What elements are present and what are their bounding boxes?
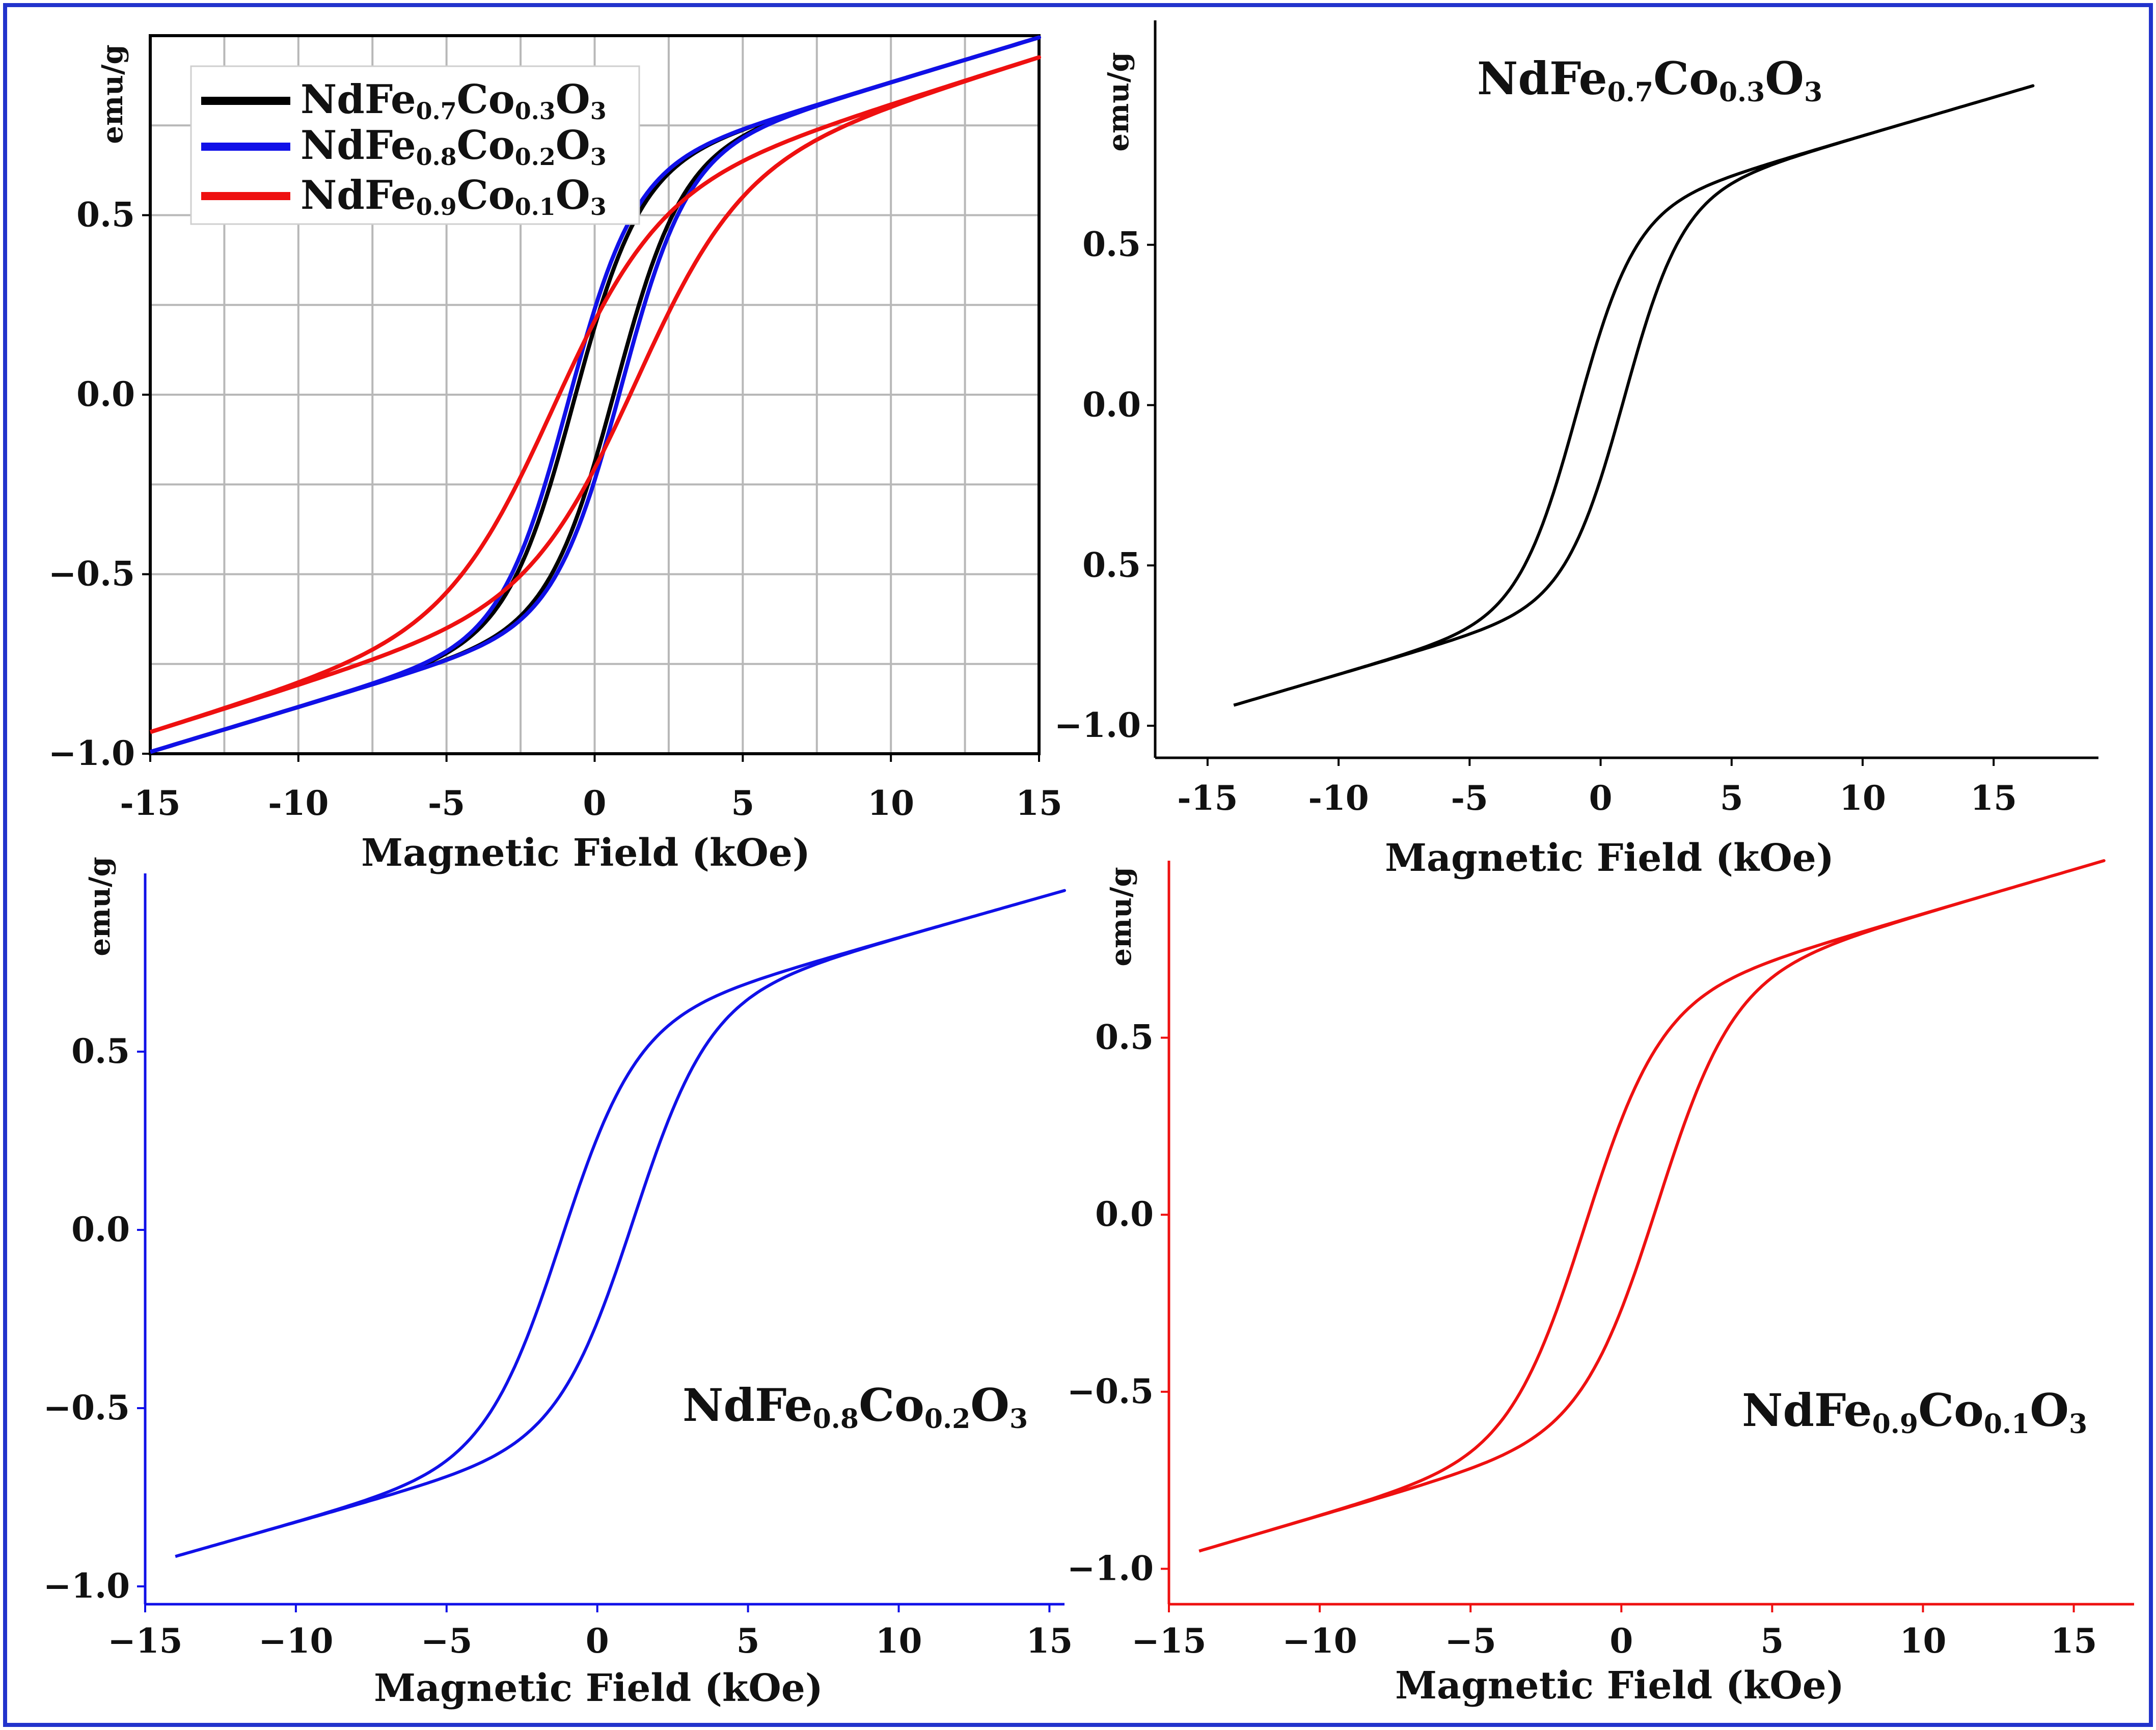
- x-tick-label: 10: [867, 783, 914, 823]
- x-tick-label: 15: [1970, 778, 2017, 818]
- hysteresis-loop-NdFe0.7Co0.3O3: [1233, 84, 2035, 707]
- co01-curves: [1198, 859, 2106, 1553]
- x-tick-label: 5: [736, 1621, 760, 1661]
- x-tick-label: −15: [107, 1621, 182, 1661]
- y-tick-label: 0.0: [1095, 1194, 1154, 1234]
- co01-x-title: Magnetic Field (kOe): [1395, 1664, 1844, 1708]
- co03-x-title: Magnetic Field (kOe): [1385, 836, 1834, 880]
- x-tick-label: 15: [1026, 1621, 1073, 1661]
- x-tick-label: 5: [1720, 778, 1743, 818]
- x-tick-label: -15: [1177, 778, 1238, 818]
- y-tick-label: 0.5: [71, 1031, 130, 1071]
- x-tick-label: -5: [428, 783, 465, 823]
- co01-annotation: NdFe0.9Co0.1O3: [1742, 1384, 2087, 1440]
- y-tick-label: 0.5: [76, 195, 135, 235]
- x-tick-label: 10: [1839, 778, 1886, 818]
- y-tick-label: 0.0: [1082, 385, 1141, 424]
- hysteresis-loop-NdFe0.8Co0.2O3: [149, 35, 1041, 754]
- co02-annotation: NdFe0.8Co0.2O3: [683, 1379, 1028, 1435]
- x-tick-label: −15: [1131, 1621, 1206, 1661]
- y-tick-label: −1.0: [1067, 1548, 1154, 1588]
- y-tick-label: 0.0: [76, 374, 135, 414]
- x-tick-label: −5: [1445, 1621, 1496, 1661]
- combined-y-title: emu/g: [96, 44, 129, 144]
- figure-border: [3, 3, 2153, 1727]
- y-tick-label: −0.5: [48, 554, 135, 594]
- co01-y-ticks: −1.0 −0.5 0.0 0.5: [1067, 1018, 1169, 1588]
- panel-co03: -15 -10 -5 0 5 10 15 −1.0 0.5 0.0 0.5 NdFe0.7Co0.…: [1054, 20, 2098, 880]
- x-tick-label: −10: [258, 1621, 333, 1661]
- x-tick-label: 5: [1760, 1621, 1784, 1661]
- combined-x-title: Magnetic Field (kOe): [361, 831, 810, 875]
- y-tick-label: −1.0: [1054, 705, 1141, 745]
- x-tick-label: −10: [1282, 1621, 1357, 1661]
- x-tick-label: 15: [1016, 783, 1062, 823]
- co03-curves: [1233, 84, 2035, 707]
- x-tick-label: 0: [1609, 1621, 1633, 1661]
- legend: NdFe0.7Co0.3O3 NdFe0.8Co0.2O3 NdFe0.9Co0…: [190, 65, 640, 225]
- co03-annotation: NdFe0.7Co0.3O3: [1477, 52, 1822, 108]
- co02-curves: [175, 889, 1066, 1558]
- panel-combined: NdFe0.7Co0.3O3 NdFe0.8Co0.2O3 NdFe0.9Co0…: [48, 34, 1062, 875]
- y-tick-label: −0.5: [43, 1388, 130, 1427]
- co03-y-ticks: −1.0 0.5 0.0 0.5: [1054, 225, 1155, 745]
- x-tick-label: 10: [1900, 1621, 1947, 1661]
- y-tick-label: 0.0: [71, 1210, 130, 1249]
- combined-x-ticks: -15 -10 -5 0 5 10 15: [120, 754, 1062, 823]
- hysteresis-loop-NdFe0.8Co0.2O3: [175, 889, 1066, 1558]
- co03-x-ticks: -15 -10 -5 0 5 10 15: [1177, 758, 2017, 818]
- co02-x-title: Magnetic Field (kOe): [374, 1666, 823, 1710]
- x-tick-label: -15: [120, 783, 180, 823]
- x-tick-label: -5: [1451, 778, 1488, 818]
- hysteresis-loop-NdFe0.9Co0.1O3: [149, 55, 1041, 734]
- hysteresis-loop-NdFe0.9Co0.1O3: [1198, 859, 2106, 1553]
- x-tick-label: −5: [421, 1621, 472, 1661]
- y-tick-label: −1.0: [48, 733, 135, 773]
- combined-y-ticks: −1.0 −0.5 0.0 0.5: [48, 195, 150, 773]
- panel-co01: −15 −10 −5 0 5 10 15 −1.0 −0.5 0.0 0.5 NdFe0.9Co0…: [1067, 859, 2134, 1708]
- co03-y-title: emu/g: [1102, 52, 1135, 151]
- y-tick-label: −1.0: [43, 1566, 130, 1606]
- x-tick-label: 15: [2051, 1621, 2097, 1661]
- panel-co02: −15 −10 −5 0 5 10 15 −1.0 −0.5 0.0 0.5 NdFe0.8Co0…: [43, 857, 1073, 1710]
- y-tick-label: −0.5: [1067, 1371, 1154, 1411]
- x-tick-label: 0: [1589, 778, 1613, 818]
- co02-y-title: emu/g: [83, 857, 117, 956]
- legend-entry-co03: NdFe0.7Co0.3O3: [301, 76, 607, 125]
- legend-entry-co02: NdFe0.8Co0.2O3: [301, 122, 607, 171]
- x-tick-label: 10: [876, 1621, 922, 1661]
- x-tick-label: 5: [731, 783, 754, 823]
- x-tick-label: 0: [583, 783, 607, 823]
- co01-x-ticks: −15 −10 −5 0 5 10 15: [1131, 1604, 2097, 1661]
- x-tick-label: 0: [586, 1621, 609, 1661]
- y-tick-label: 0.5: [1082, 225, 1141, 264]
- combined-curves: [149, 35, 1041, 754]
- x-tick-label: -10: [268, 783, 329, 823]
- y-tick-label: 0.5: [1095, 1018, 1154, 1057]
- x-tick-label: -10: [1308, 778, 1369, 818]
- co02-x-ticks: −15 −10 −5 0 5 10 15: [107, 1604, 1073, 1661]
- co01-y-title: emu/g: [1104, 867, 1138, 966]
- co02-y-ticks: −1.0 −0.5 0.0 0.5: [43, 1031, 145, 1606]
- y-tick-label: 0.5: [1082, 545, 1141, 585]
- legend-entry-co01: NdFe0.9Co0.1O3: [301, 172, 607, 221]
